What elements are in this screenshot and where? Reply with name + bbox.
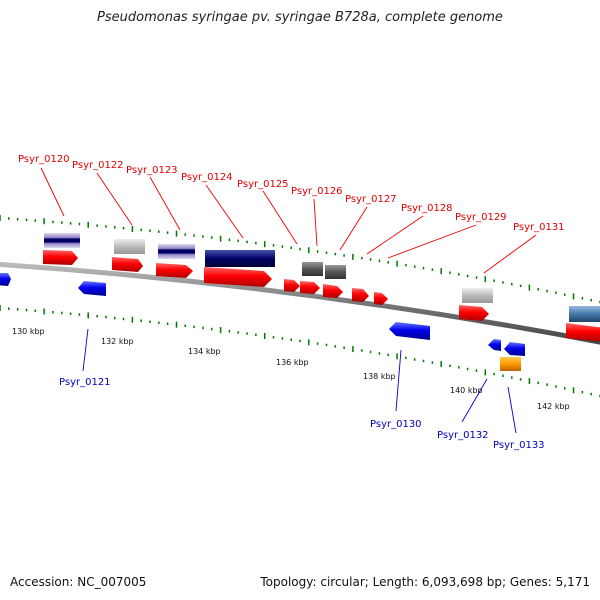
accession-text: Accession: NC_007005 <box>10 575 147 589</box>
ruler-label: 140 kbp <box>450 386 483 395</box>
gene-arrow-forward <box>374 292 388 305</box>
gene-arrow-reverse <box>389 322 430 340</box>
leader-line <box>339 206 368 251</box>
genome-summary-text: Topology: circular; Length: 6,093,698 bp… <box>260 575 590 589</box>
gene-arrow-forward <box>300 281 320 294</box>
gene-label-psyr-0120[interactable]: Psyr_0120 <box>18 154 70 165</box>
ruler-label: 142 kbp <box>537 402 570 411</box>
leader-line <box>149 176 181 231</box>
feature-box <box>44 233 80 248</box>
gene-arrow-forward <box>204 267 272 287</box>
leader-line <box>507 386 517 434</box>
forward-genes <box>43 250 600 342</box>
feature-box <box>158 244 195 259</box>
feature-box <box>114 239 145 254</box>
gene-arrow-forward <box>43 250 78 265</box>
gene-label-psyr-0132[interactable]: Psyr_0132 <box>437 430 489 441</box>
gene-label-psyr-0128[interactable]: Psyr_0128 <box>401 203 453 214</box>
upper-tick-row <box>0 215 600 304</box>
gene-label-psyr-0133[interactable]: Psyr_0133 <box>493 440 545 451</box>
feature-box <box>500 357 521 371</box>
gene-arrow-reverse <box>78 281 106 296</box>
gene-arrow-forward <box>459 305 489 321</box>
gene-label-psyr-0129[interactable]: Psyr_0129 <box>455 212 507 223</box>
ruler-label: 132 kbp <box>101 337 134 346</box>
gene-label-psyr-0123[interactable]: Psyr_0123 <box>126 165 178 176</box>
map-title: Pseudomonas syringae pv. syringae B728a,… <box>97 10 503 25</box>
lower-tick-row <box>0 305 600 398</box>
gene-label-psyr-0124[interactable]: Psyr_0124 <box>181 172 233 183</box>
gene-label-psyr-0131[interactable]: Psyr_0131 <box>513 222 565 233</box>
feature-box <box>302 262 323 276</box>
gene-label-psyr-0130[interactable]: Psyr_0130 <box>370 419 422 430</box>
forward-leaders <box>40 167 537 274</box>
leader-line <box>461 378 488 423</box>
gene-label-psyr-0122[interactable]: Psyr_0122 <box>72 160 124 171</box>
gene-arrow-forward <box>323 284 343 298</box>
ruler-labels: 130 kbp 132 kbp 134 kbp 136 kbp 138 kbp … <box>12 327 570 411</box>
gene-arrow-forward <box>284 279 300 292</box>
reverse-gene-labels: Psyr_0121 Psyr_0130 Psyr_0132 Psyr_0133 <box>59 377 545 451</box>
genome-backbone <box>0 261 600 345</box>
gene-arrow-reverse <box>488 339 501 351</box>
feature-box <box>569 306 600 322</box>
gene-arrow-reverse <box>0 273 11 286</box>
ruler-label: 138 kbp <box>363 372 396 381</box>
ruler-label: 134 kbp <box>188 347 221 356</box>
gene-label-psyr-0126[interactable]: Psyr_0126 <box>291 186 343 197</box>
leader-line <box>387 224 477 259</box>
leader-line <box>313 198 318 247</box>
gene-arrow-forward <box>112 257 143 272</box>
leader-line <box>262 190 298 245</box>
reverse-leaders <box>82 328 517 434</box>
gene-arrow-forward <box>352 288 369 302</box>
leader-line <box>395 349 402 412</box>
gene-label-psyr-0121[interactable]: Psyr_0121 <box>59 377 111 388</box>
leader-line <box>483 234 537 274</box>
leader-line <box>205 184 244 239</box>
ruler-label: 130 kbp <box>12 327 45 336</box>
gene-arrow-forward <box>566 323 600 342</box>
feature-box <box>325 265 346 279</box>
reverse-genes <box>0 273 525 356</box>
leader-line <box>366 215 424 255</box>
gene-label-psyr-0125[interactable]: Psyr_0125 <box>237 179 289 190</box>
leader-line <box>40 167 65 217</box>
gene-arrow-forward <box>156 263 193 278</box>
feature-ring <box>44 233 600 371</box>
gene-label-psyr-0127[interactable]: Psyr_0127 <box>345 194 397 205</box>
gene-arrow-reverse <box>504 342 525 356</box>
feature-box <box>205 250 275 267</box>
feature-box <box>462 288 493 303</box>
leader-line <box>82 328 89 372</box>
ruler-label: 136 kbp <box>276 358 309 367</box>
forward-gene-labels: Psyr_0120 Psyr_0122 Psyr_0123 Psyr_0124 … <box>18 154 565 233</box>
leader-line <box>96 172 133 226</box>
